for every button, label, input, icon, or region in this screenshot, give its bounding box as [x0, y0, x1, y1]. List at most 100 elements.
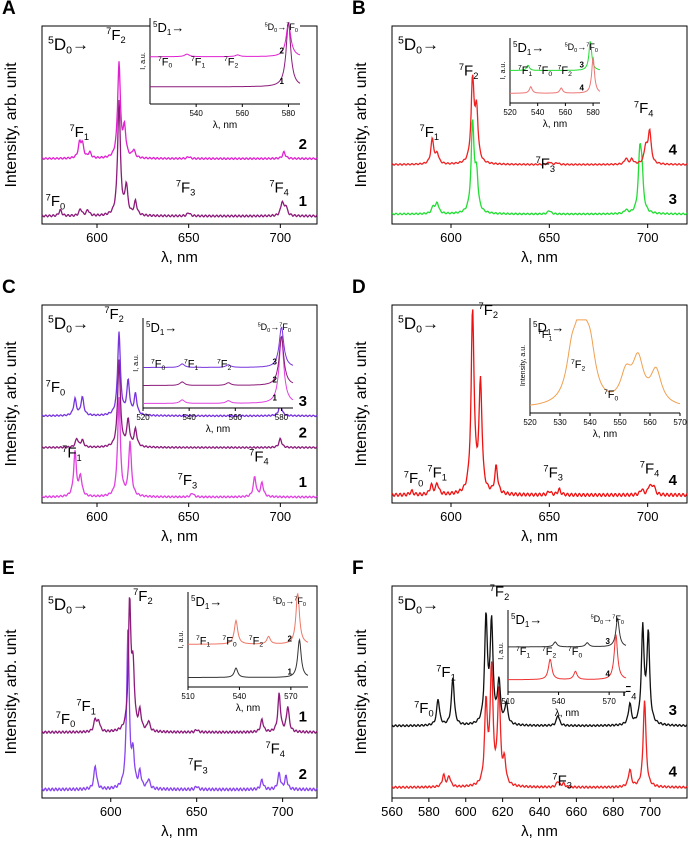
inset-background: [188, 592, 308, 687]
series-number-label: 4: [669, 472, 678, 489]
series-line-1: [41, 99, 318, 218]
x-axis-label: λ, nm: [521, 823, 558, 840]
plot-frame: [391, 304, 688, 504]
x-tick-label: 700: [272, 804, 294, 819]
inset-x-tick-label: 510: [501, 697, 515, 706]
emission-origin-label: 5D0→: [398, 35, 439, 57]
x-axis-label: λ, nm: [161, 823, 198, 840]
inset-x-tick-label: 560: [229, 413, 243, 422]
inset-transition-term: 7F2: [224, 56, 239, 70]
inset-transition-label: 5D0→7F0: [273, 596, 306, 608]
series-line-1: [41, 597, 318, 735]
series-line-1: [41, 396, 318, 499]
y-axis-label: Intensity, arb. unit: [3, 629, 20, 755]
transition-label: 7F2: [106, 26, 126, 45]
inset-x-tick-label: 530: [553, 418, 567, 427]
inset-transition-term: 7F2: [542, 646, 557, 660]
inset-series-number: 1: [280, 77, 285, 86]
inset-E: 510 540 570 λ, nm I, a.u. 1 2 5D1→ 5D0→7F0 7F1 7F0…: [178, 592, 309, 714]
emission-origin-label: 5D0→: [398, 595, 439, 617]
x-tick-label: 580: [418, 804, 440, 819]
inset-x-tick-label: 560: [236, 109, 250, 118]
series-number-label: 3: [669, 702, 677, 719]
inset-series-line-1: [150, 21, 301, 88]
transition-label: 7F1: [427, 464, 447, 483]
inset-series-number: 3: [273, 358, 278, 367]
inset-x-tick-label: 550: [613, 418, 627, 427]
x-axis-label: λ, nm: [161, 249, 198, 266]
inset-title: 5D1→: [511, 612, 542, 629]
transition-label: 7F3: [543, 464, 563, 483]
y-axis-label: Intensity, arb. unit: [353, 62, 370, 188]
inset-transition-term: 7F0: [538, 65, 553, 79]
panel-label: F: [352, 558, 364, 579]
inset-A: 540 560 580 λ, nm I, a.u. 1 2 5D1→ 5D0→7F0 7F0 7F1…: [140, 18, 301, 131]
inset-transition-term: 7F1: [518, 65, 533, 79]
inset-x-tick-label: 570: [673, 418, 687, 427]
inset-transition-term: 7F2: [571, 359, 586, 373]
series-number-label: 2: [299, 766, 307, 783]
inset-x-tick-label: 560: [559, 108, 573, 117]
x-tick-label: 650: [538, 230, 560, 245]
series-line-3: [391, 119, 688, 216]
transition-label: 7F1: [76, 697, 96, 716]
inset-title: 5D1→: [191, 594, 222, 611]
panel-label: B: [352, 0, 366, 19]
x-tick-label: 600: [440, 230, 462, 245]
transition-label: 7F3: [536, 155, 556, 174]
inset-series-line-4: [510, 56, 601, 94]
panel-label: C: [2, 277, 16, 298]
inset-x-tick-label: 570: [284, 692, 298, 701]
transition-label: 7F4: [269, 179, 289, 198]
x-tick-label: 700: [637, 230, 659, 245]
transition-label: 7F2: [490, 583, 510, 602]
x-tick-label: 620: [492, 804, 514, 819]
inset-x-tick-label: 520: [136, 413, 150, 422]
plot-frame: [391, 25, 688, 225]
x-tick-label: 600: [440, 509, 462, 524]
inset-x-tick-label: 540: [189, 109, 203, 118]
transition-label: 7F3: [176, 179, 196, 198]
transition-label: 7F1: [62, 444, 82, 463]
series-number-label: 1: [299, 193, 307, 210]
inset-title: 5D1→: [533, 320, 564, 337]
x-tick-label: 700: [269, 230, 291, 245]
inset-series-line-2: [188, 592, 309, 645]
inset-x-tick-label: 540: [182, 413, 196, 422]
transition-label: 7F1: [436, 663, 456, 682]
plot-frame: [41, 585, 318, 799]
panel-A: A 600 650 700 λ, nm Intensity, arb. unit 1 2 7F0…: [2, 0, 318, 266]
inset-series-number: 4: [606, 670, 611, 679]
inset-x-tick-label: 520: [503, 108, 517, 117]
inset-x-tick-label: 580: [275, 413, 289, 422]
inset-y-axis-label: I, a.u.: [133, 354, 140, 372]
transition-label: 7F1: [70, 123, 90, 142]
series-number-label: 4: [669, 764, 678, 781]
plot-frame: [41, 304, 318, 504]
inset-y-axis-label: Intensity, a.u.: [520, 345, 527, 386]
inset-series-number: 2: [288, 634, 293, 643]
transition-label: 7F3: [178, 471, 198, 490]
inset-background: [143, 318, 293, 408]
inset-series-number: 3: [580, 61, 585, 70]
inset-transition-term: 7F0: [568, 646, 583, 660]
x-tick-label: 650: [178, 230, 200, 245]
inset-x-tick-label: 540: [233, 692, 247, 701]
transition-label: 7F2: [479, 301, 499, 320]
panel-label: D: [352, 277, 366, 298]
emission-origin-label: 5D0→: [48, 595, 89, 617]
x-tick-label: 650: [538, 509, 560, 524]
transition-label: 7F1: [420, 123, 440, 142]
inset-D: 520 530 540 550 560 570 λ, nm Intensity, a.u. 5D…: [520, 318, 687, 440]
inset-x-tick-label: 540: [552, 697, 566, 706]
x-tick-label: 600: [455, 804, 477, 819]
series-line-4: [391, 309, 688, 498]
inset-x-axis-label: λ, nm: [236, 703, 260, 714]
inset-x-tick-label: 540: [583, 418, 597, 427]
inset-background: [508, 610, 626, 692]
inset-series-number: 1: [273, 394, 278, 403]
inset-transition-label: 5D0→7F0: [591, 614, 624, 626]
x-tick-label: 700: [637, 509, 659, 524]
inset-transition-label: 5D0→7F0: [565, 42, 598, 54]
inset-x-tick-label: 580: [586, 108, 600, 117]
